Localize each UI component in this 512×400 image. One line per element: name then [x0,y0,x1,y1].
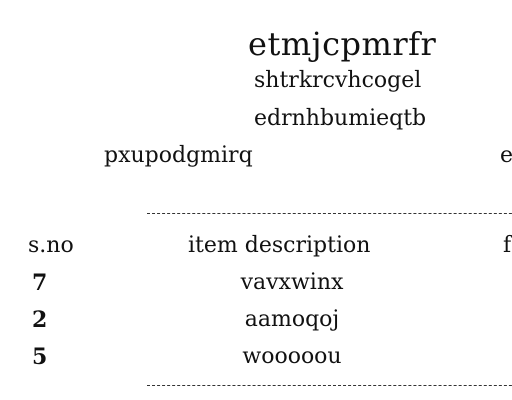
left-label: pxupodgmirq [104,143,253,168]
document-title: etmjcpmrfr [248,25,437,63]
row-2-sno: 2 [32,307,48,333]
row-2-item: aamoqoj [244,307,340,332]
column-header-sno: s.no [28,233,74,258]
header-line-2: edrnhbumieqtb [254,106,427,131]
row-1-item: vavxwinx [240,270,344,295]
header-line-1: shtrkrcvhcogel [254,68,422,93]
column-header-clipped: f [503,233,512,258]
row-1-sno: 7 [32,270,48,296]
bottom-divider [147,385,512,386]
column-header-item-description: item description [188,233,371,258]
row-3-item: wooooou [242,344,342,369]
top-divider [147,213,512,214]
row-3-sno: 5 [32,344,48,370]
right-clipped-text: e [500,143,512,168]
